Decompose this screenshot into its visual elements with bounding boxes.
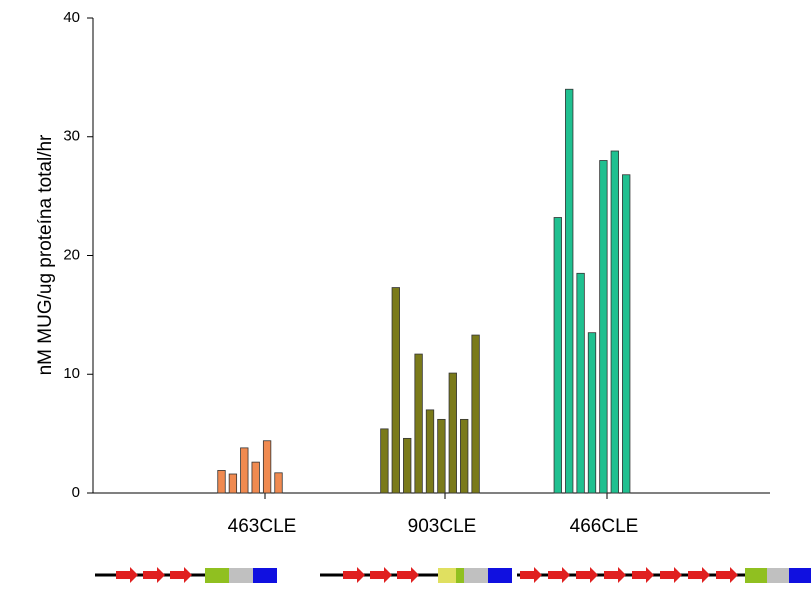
x-tick-label: 903CLE <box>408 516 477 537</box>
bar <box>622 174 631 494</box>
construct-3 <box>517 567 811 583</box>
y-tick-label: 30 <box>63 128 80 145</box>
x-tick-label: 463CLE <box>228 516 297 537</box>
bar <box>553 217 562 494</box>
bar <box>437 418 446 494</box>
bar <box>460 418 469 494</box>
construct-2 <box>320 567 512 583</box>
bar <box>403 437 412 494</box>
y-tick-label: 0 <box>72 484 80 501</box>
bar <box>217 470 226 494</box>
bar <box>391 287 400 494</box>
y-tick-label: 40 <box>63 9 80 26</box>
y-tick-label: 10 <box>63 365 80 382</box>
bar <box>425 409 435 494</box>
bar <box>587 332 597 494</box>
construct-1 <box>95 567 277 583</box>
bar <box>228 473 238 494</box>
y-tick-label: 20 <box>63 246 80 263</box>
bar <box>414 353 423 494</box>
bar <box>251 461 260 494</box>
x-tick-label: 466CLE <box>570 516 639 537</box>
y-axis-label: nM MUG/ug proteína total/hr <box>35 134 56 375</box>
bar <box>599 160 608 494</box>
bar <box>448 372 457 494</box>
bar <box>380 428 389 494</box>
bar <box>471 334 480 494</box>
bar <box>240 447 249 494</box>
bar <box>262 440 272 494</box>
bar <box>610 150 619 494</box>
bar <box>576 272 585 494</box>
bar <box>565 88 574 494</box>
bar <box>274 472 283 494</box>
